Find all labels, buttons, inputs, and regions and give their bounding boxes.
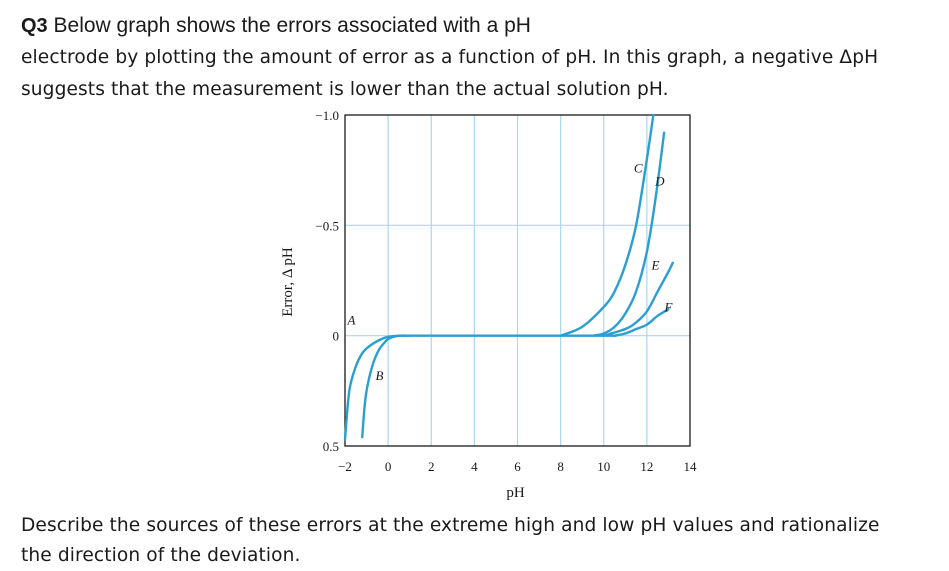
- x-tick-label: 8: [557, 459, 564, 474]
- series-line-f: [613, 307, 670, 337]
- x-tick-label: 6: [514, 459, 521, 474]
- y-tick-label: 0.5: [323, 439, 339, 454]
- x-tick-label: 12: [640, 459, 653, 474]
- y-axis-label: Error, Δ pH: [280, 247, 296, 317]
- line-label-c: C: [634, 160, 643, 175]
- x-tick-label: 2: [428, 459, 435, 474]
- line-label-b: B: [376, 368, 384, 383]
- plot-frame: [344, 114, 691, 447]
- question-line-3: suggests that the measurement is lower t…: [21, 79, 669, 100]
- x-tick-label: 14: [684, 459, 698, 474]
- x-axis-label: pH: [506, 485, 525, 501]
- x-tick-label: 0: [385, 459, 392, 474]
- series-line-c: [559, 113, 655, 337]
- series-line-d: [591, 131, 666, 337]
- line-label-d: D: [654, 174, 665, 189]
- y-tick-label: 0: [333, 329, 340, 344]
- chart-line-labels: A B CD E F: [346, 160, 673, 382]
- line-label-e: E: [651, 257, 660, 272]
- chart-series: [343, 113, 674, 441]
- chart-grid: [345, 115, 690, 446]
- line-label-f: F: [663, 299, 673, 314]
- series-line-e: [602, 261, 674, 337]
- x-tick-label: 10: [597, 459, 610, 474]
- y-tick-label: −0.5: [315, 218, 339, 233]
- question-text-1: Below graph shows the errors associated …: [47, 14, 531, 37]
- question-line-2: electrode by plotting the amount of erro…: [21, 47, 879, 68]
- question-line-1: Q3 Below graph shows the errors associat…: [21, 14, 531, 38]
- series-line-b: [361, 334, 403, 439]
- x-tick-label: −2: [338, 459, 352, 474]
- x-tick-label: 4: [471, 459, 478, 474]
- question-number: Q3: [21, 15, 48, 37]
- y-axis-ticks: −1.0 −0.5 0 0.5: [315, 108, 339, 454]
- line-label-a: A: [346, 313, 355, 328]
- question-line-4: Describe the sources of these errors at …: [21, 515, 880, 536]
- y-tick-label: −1.0: [315, 108, 339, 123]
- x-axis-ticks: −2 0 2 4 6 8 10 12 14: [338, 459, 697, 474]
- question-line-5: the direction of the deviation.: [21, 545, 301, 566]
